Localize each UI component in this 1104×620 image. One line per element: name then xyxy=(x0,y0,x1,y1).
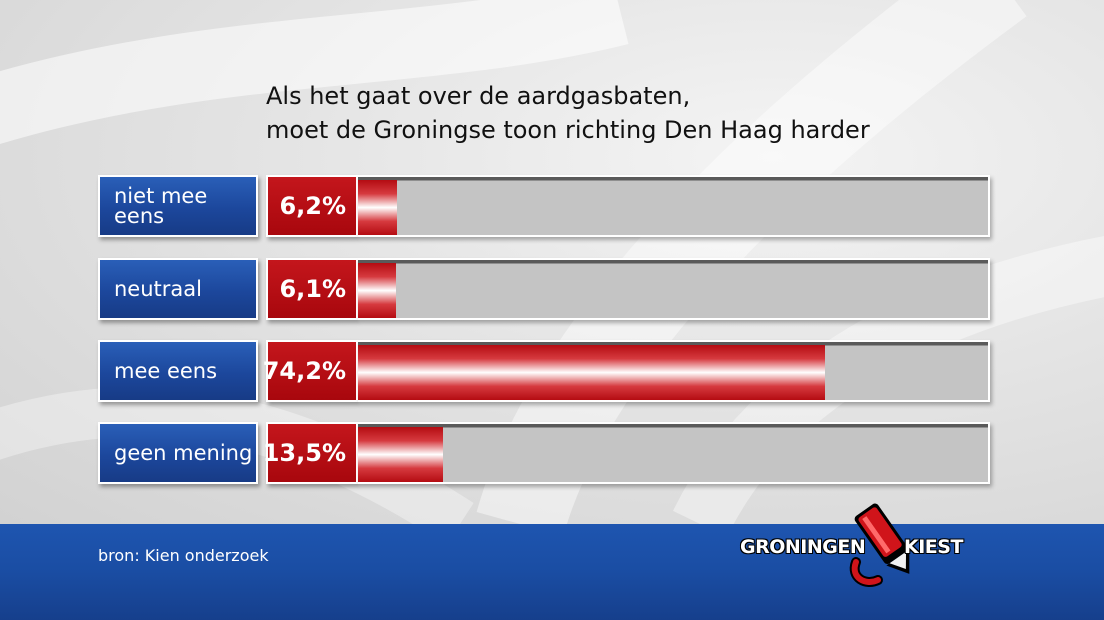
bar xyxy=(358,427,443,482)
category-label: neutraal xyxy=(98,258,258,320)
value-label: 6,1% xyxy=(266,258,358,320)
groningen-kiest-logo: GRONINGEN KIEST xyxy=(738,500,968,590)
bar-row: geen mening 13,5% xyxy=(98,422,990,484)
category-label: niet mee eens xyxy=(98,175,258,237)
pencil-check-icon xyxy=(849,503,910,587)
footer-bar xyxy=(0,524,1104,620)
bar xyxy=(358,263,396,318)
bar-row: niet mee eens 6,2% xyxy=(98,175,990,237)
chart-title-line-2: moet de Groningse toon richting Den Haag… xyxy=(266,116,870,144)
bar xyxy=(358,180,397,235)
bar-track xyxy=(358,340,990,402)
logo-text-groningen: GRONINGEN xyxy=(740,536,866,558)
value-label: 13,5% xyxy=(263,422,358,484)
bar-track xyxy=(358,258,990,320)
value-label: 6,2% xyxy=(266,175,358,237)
category-label-line: mee eens xyxy=(114,359,218,383)
category-label-line: neutraal xyxy=(114,277,202,301)
source-text: bron: Kien onderzoek xyxy=(98,546,269,565)
value-label: 74,2% xyxy=(263,340,358,402)
logo-text-kiest: KIEST xyxy=(904,536,963,558)
category-label: geen mening xyxy=(98,422,258,484)
bar-track xyxy=(358,422,990,484)
bar xyxy=(358,345,825,400)
category-label-line: geen mening xyxy=(114,441,253,465)
bar-row: mee eens 74,2% xyxy=(98,340,990,402)
category-label-line: eens xyxy=(114,204,165,228)
bar-track xyxy=(358,175,990,237)
category-label: mee eens xyxy=(98,340,258,402)
chart-title-line-1: Als het gaat over de aardgasbaten, xyxy=(266,82,691,110)
category-label-line: niet mee xyxy=(114,184,208,208)
bar-row: neutraal 6,1% xyxy=(98,258,990,320)
